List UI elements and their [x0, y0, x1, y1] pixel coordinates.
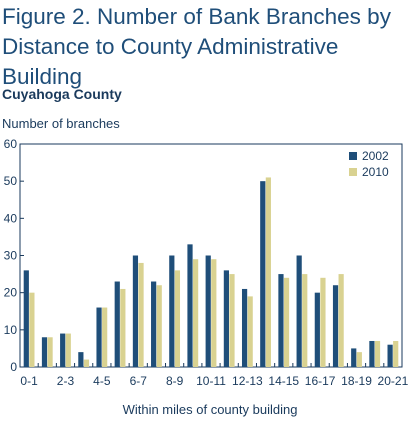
- y-tick-label: 30: [4, 249, 18, 263]
- bar-2002-4-5: [96, 307, 102, 367]
- x-tick-label: 10-11: [196, 374, 226, 388]
- x-tick-label: 12-13: [232, 374, 263, 388]
- bar-2010-14-15: [283, 277, 290, 367]
- bar-2002-5-6: [114, 281, 120, 367]
- bar-2002-17-18: [332, 285, 339, 367]
- y-axis-ticks: 0 10 20 30 40 50 60: [4, 137, 24, 374]
- bar-2010-16-17: [320, 277, 326, 367]
- bar-2010-1-2: [47, 337, 53, 367]
- bars-group: [23, 177, 399, 367]
- bar-2002-12-13: [241, 288, 248, 367]
- legend: 2002 2010: [349, 149, 389, 179]
- legend-swatch-2010: [349, 168, 357, 176]
- bar-2010-12-13: [247, 296, 253, 367]
- x-axis-label: Within miles of county building: [122, 402, 298, 417]
- x-tick-label: 8-9: [166, 374, 184, 388]
- x-tick-label: 6-7: [130, 374, 148, 388]
- bar-2010-8-9: [174, 270, 181, 367]
- bar-2002-0-1: [23, 270, 29, 367]
- y-axis-label: Number of branches: [2, 116, 120, 131]
- bar-2002-8-9: [169, 255, 175, 367]
- x-tick-label: 4-5: [93, 374, 111, 388]
- bar-2002-13-14: [260, 181, 266, 367]
- y-tick-label: 20: [4, 286, 18, 300]
- bar-2002-3-4: [78, 352, 84, 367]
- y-tick-label: 0: [10, 360, 17, 374]
- y-tick-label: 50: [4, 174, 18, 188]
- bar-2002-19-20: [369, 340, 375, 367]
- bar-2010-3-4: [83, 359, 90, 367]
- chart-subtitle: Cuyahoga County: [2, 86, 122, 102]
- y-tick-label: 10: [4, 323, 18, 337]
- bar-2010-7-8: [156, 285, 162, 367]
- legend-swatch-2002: [349, 152, 357, 160]
- bar-2010-20-21: [393, 340, 399, 367]
- bar-2002-10-11: [205, 255, 211, 367]
- x-tick-label: 2-3: [57, 374, 75, 388]
- legend-label-2002: 2002: [362, 149, 389, 163]
- bar-2002-16-17: [314, 292, 320, 367]
- x-tick-label: 0-1: [20, 374, 38, 388]
- y-tick-label: 40: [4, 211, 18, 225]
- bar-2002-18-19: [351, 348, 357, 367]
- bar-2010-17-18: [338, 274, 344, 367]
- bar-2010-18-19: [356, 352, 362, 367]
- bar-2002-15-16: [296, 255, 302, 367]
- bar-2002-9-10: [187, 244, 193, 367]
- x-tick-label: 14-15: [268, 374, 299, 388]
- bar-2002-1-2: [41, 337, 48, 367]
- bar-2010-13-14: [265, 177, 271, 367]
- bar-2010-0-1: [29, 292, 35, 367]
- bar-2002-7-8: [151, 281, 157, 367]
- plot-frame: [19, 143, 403, 368]
- bar-2010-5-6: [120, 288, 126, 367]
- y-tick-label: 60: [4, 137, 18, 151]
- x-tick-label: 20-21: [378, 374, 409, 388]
- bar-2010-15-16: [302, 274, 308, 367]
- bar-2002-14-15: [278, 274, 284, 367]
- bar-2002-11-12: [223, 270, 229, 367]
- x-tick-label: 18-19: [341, 374, 372, 388]
- x-axis-ticks: 0-1 2-3 4-5 6-7 8-9 10-11 12-13 14-15 16-17 18-19…: [20, 363, 409, 388]
- chart-title: Figure 2. Number of Bank Branches by Dis…: [2, 4, 391, 89]
- bar-2002-6-7: [132, 255, 139, 367]
- bar-2010-4-5: [102, 307, 108, 367]
- bar-2002-20-21: [387, 344, 393, 367]
- bar-2010-6-7: [138, 262, 144, 367]
- legend-label-2010: 2010: [362, 165, 389, 179]
- bar-2010-19-20: [374, 340, 381, 367]
- x-tick-label: 16-17: [305, 374, 336, 388]
- plot-border: [19, 143, 403, 368]
- bar-2002-2-3: [60, 333, 66, 367]
- bar-2010-2-3: [65, 333, 71, 367]
- bar-2010-10-11: [211, 259, 217, 367]
- bar-2010-11-12: [229, 274, 235, 367]
- bar-2010-9-10: [193, 259, 199, 367]
